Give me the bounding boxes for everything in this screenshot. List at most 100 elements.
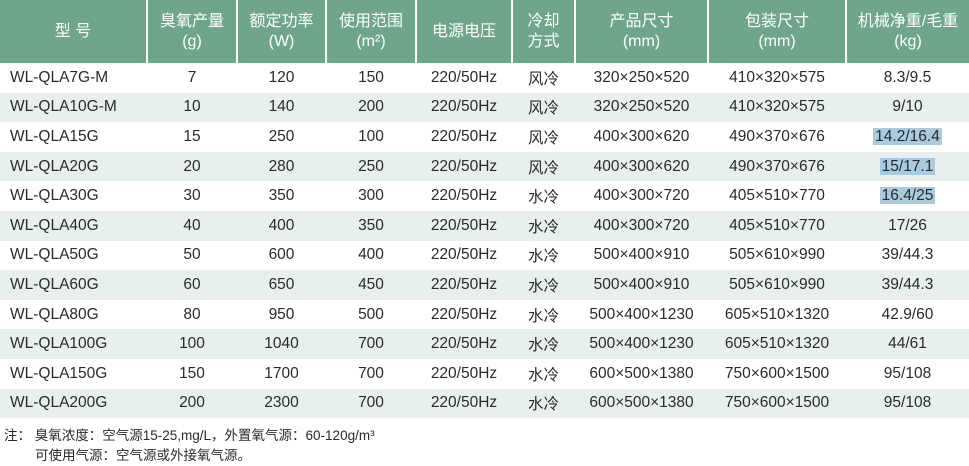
- cell-text: 15: [183, 127, 201, 145]
- cell-text: 220/50Hz: [430, 246, 498, 264]
- table-cell: 500×400×1230: [575, 329, 708, 359]
- cell-text: 220/50Hz: [430, 335, 498, 353]
- table-cell: 水冷: [512, 270, 575, 300]
- note-line-2: 可使用气源：空气源或外接氧气源。: [35, 448, 251, 463]
- column-header: 电源电压: [415, 0, 512, 63]
- cell-text: 220/50Hz: [430, 187, 498, 205]
- note-line-1: 注： 臭氧浓度：空气源15-25,mg/L，外置氧气源：60-120g/m³: [4, 428, 375, 443]
- table-cell: WL-QLA80G: [0, 300, 147, 330]
- table-cell: 80: [147, 300, 237, 330]
- header-text: 包装尺寸: [744, 12, 809, 30]
- cell-text: 60: [183, 275, 201, 293]
- table-cell: 410×320×575: [708, 92, 846, 123]
- cell-text: 220/50Hz: [430, 305, 498, 323]
- table-row: WL-QLA15G 15 250 100 220/50Hz 风冷 400×300×620 49…: [0, 122, 969, 152]
- header-text: 方式: [527, 32, 560, 50]
- cell-text: 8.3/9.5: [883, 68, 932, 86]
- table-cell: 320×250×520: [575, 63, 708, 93]
- table-cell: 605×510×1320: [708, 329, 846, 359]
- table-cell: 750×600×1500: [708, 388, 846, 419]
- table-cell: 220/50Hz: [416, 181, 512, 211]
- cell-text: 14.2/16.4: [873, 127, 942, 145]
- table-cell: 风冷: [512, 92, 575, 123]
- table-cell: 650: [237, 270, 326, 300]
- table-cell: WL-QLA150G: [0, 359, 147, 389]
- footnote: 注： 臭氧浓度：空气源15-25,mg/L，外置氧气源：60-120g/m³ 可…: [4, 426, 375, 466]
- table-cell: 700: [326, 359, 416, 389]
- cell-text: WL-QLA60G: [10, 275, 99, 293]
- table-cell: 600: [237, 241, 326, 271]
- table-row: WL-QLA60G 60 650 450 220/50Hz 水冷 500×400×910 50…: [0, 270, 969, 300]
- cell-text: 700: [358, 394, 384, 412]
- cell-text: 600×500×1380: [589, 394, 694, 412]
- cell-text: 42.9/60: [881, 305, 934, 323]
- table-cell: 150: [147, 359, 237, 389]
- cell-text: 605×510×1320: [724, 335, 830, 353]
- table-cell: 220/50Hz: [416, 300, 512, 330]
- cell-text: 220/50Hz: [430, 157, 498, 175]
- table-row: WL-QLA200G 200 2300 700 220/50Hz 水冷 600×500×13…: [0, 388, 969, 419]
- cell-text: 20: [183, 157, 201, 175]
- cell-text: 39/44.3: [881, 246, 934, 264]
- cell-text: 400: [358, 246, 384, 264]
- table-cell: WL-QLA20G: [0, 151, 147, 182]
- header-text: 机械净重/毛重: [857, 12, 959, 30]
- table-cell: 280: [237, 151, 326, 182]
- table-cell: 490×370×676: [708, 151, 846, 182]
- table-cell: 500×400×910: [575, 270, 708, 300]
- header-text: (g): [182, 32, 202, 50]
- table-cell: 405×510×770: [708, 210, 846, 241]
- table-cell: 42.9/60: [846, 300, 969, 330]
- cell-text: 350: [268, 187, 295, 205]
- cell-text: 220/50Hz: [430, 98, 498, 116]
- spec-table: 型 号臭氧产量 (g) 额定功率 (W) 使用范围 (m²) 电源电压 冷却 方式 产品尺寸 (mm…: [0, 0, 969, 419]
- table-cell: 220/50Hz: [416, 210, 512, 241]
- table-cell: 15/17.1: [846, 151, 969, 182]
- table-cell: 50: [147, 241, 237, 271]
- cell-text: 水冷: [527, 366, 559, 384]
- cell-text: 100: [358, 127, 384, 145]
- table-cell: 505×610×990: [708, 241, 846, 271]
- cell-text: WL-QLA30G: [10, 187, 99, 205]
- table-cell: 700: [326, 329, 416, 359]
- header-text: 型 号: [54, 22, 92, 40]
- cell-text: 风冷: [527, 70, 559, 88]
- cell-text: 605×510×1320: [724, 305, 830, 323]
- table-cell: 95/108: [846, 388, 969, 419]
- cell-text: 320×250×520: [593, 68, 690, 86]
- cell-text: 505×610×990: [729, 246, 825, 264]
- table-cell: 39/44.3: [846, 270, 969, 300]
- table-cell: 400×300×720: [575, 210, 708, 241]
- table-cell: 220/50Hz: [416, 270, 512, 300]
- table-cell: 220/50Hz: [416, 92, 512, 123]
- table-cell: WL-QLA60G: [0, 270, 147, 300]
- table-cell: 410×320×575: [708, 63, 846, 93]
- cell-text: 水冷: [527, 218, 559, 236]
- cell-text: 400×300×620: [593, 127, 690, 145]
- table-cell: 水冷: [512, 241, 575, 271]
- table-cell: WL-QLA50G: [0, 241, 147, 271]
- table-cell: 140: [237, 92, 326, 123]
- table-cell: 200: [326, 92, 416, 123]
- table-cell: WL-QLA40G: [0, 210, 147, 241]
- table-cell: 14.2/16.4: [846, 122, 969, 152]
- cell-text: 220/50Hz: [430, 275, 498, 293]
- cell-text: 9/10: [892, 98, 923, 116]
- cell-text: WL-QLA50G: [10, 246, 99, 264]
- table-row: WL-QLA80G 80 950 500 220/50Hz 水冷 500×400×1230 6…: [0, 300, 969, 330]
- header-text: (kg): [894, 32, 922, 50]
- table-cell: 风冷: [512, 63, 575, 93]
- cell-text: WL-QLA100G: [10, 335, 108, 353]
- cell-text: 700: [358, 335, 384, 353]
- cell-text: 水冷: [527, 396, 559, 414]
- cell-text: 风冷: [527, 100, 559, 118]
- cell-text: 220/50Hz: [430, 127, 498, 145]
- table-cell: 220/50Hz: [416, 63, 512, 93]
- table-cell: 8.3/9.5: [846, 63, 969, 93]
- table-cell: 水冷: [512, 210, 575, 241]
- table-cell: 400×300×620: [575, 151, 708, 182]
- table-cell: 250: [326, 151, 416, 182]
- column-header: 使用范围 (m²): [325, 0, 416, 63]
- cell-text: 600×500×1380: [589, 364, 694, 382]
- cell-text: 44/61: [888, 335, 927, 353]
